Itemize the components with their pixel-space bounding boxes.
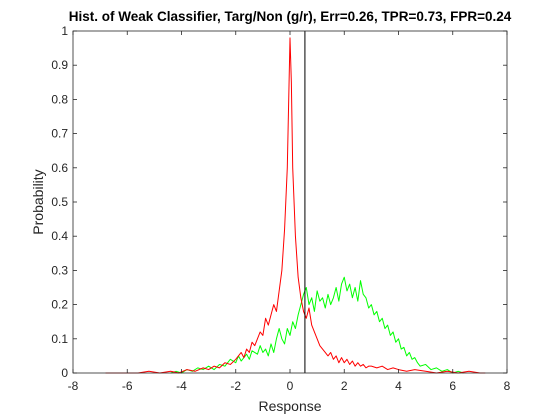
y-tick-label: 0.9 [51, 58, 68, 72]
x-tick-label: 8 [504, 379, 511, 393]
x-tick-label: -6 [122, 379, 133, 393]
y-tick-label: 0.3 [51, 263, 68, 277]
y-tick-label: 0.5 [51, 195, 68, 209]
chart-title: Hist. of Weak Classifier, Targ/Non (g/r)… [69, 9, 512, 24]
y-tick-label: 0.7 [51, 127, 68, 141]
series-line-2 [105, 37, 486, 374]
y-tick-label: 0.2 [51, 298, 68, 312]
y-tick-label: 0.4 [51, 229, 68, 243]
axes-box [72, 30, 508, 374]
y-tick-label: 1 [61, 24, 68, 38]
plot-area [73, 31, 507, 373]
x-axis-label: Response [258, 398, 321, 414]
x-tick-label: 0 [287, 379, 294, 393]
y-tick-label: 0.1 [51, 332, 68, 346]
x-tick-label: 4 [395, 379, 402, 393]
y-axis-label: Probability [30, 169, 46, 234]
plot-lines [105, 31, 486, 374]
x-tick-label: 6 [449, 379, 456, 393]
x-tick-label: -4 [176, 379, 187, 393]
x-tick-label: 2 [341, 379, 348, 393]
y-tick-label: 0 [61, 366, 68, 380]
y-tick-label: 0.6 [51, 161, 68, 175]
x-tick-label: -2 [230, 379, 241, 393]
series-line-1 [170, 276, 464, 374]
x-tick-label: -8 [68, 379, 79, 393]
y-tick-label: 0.8 [51, 92, 68, 106]
